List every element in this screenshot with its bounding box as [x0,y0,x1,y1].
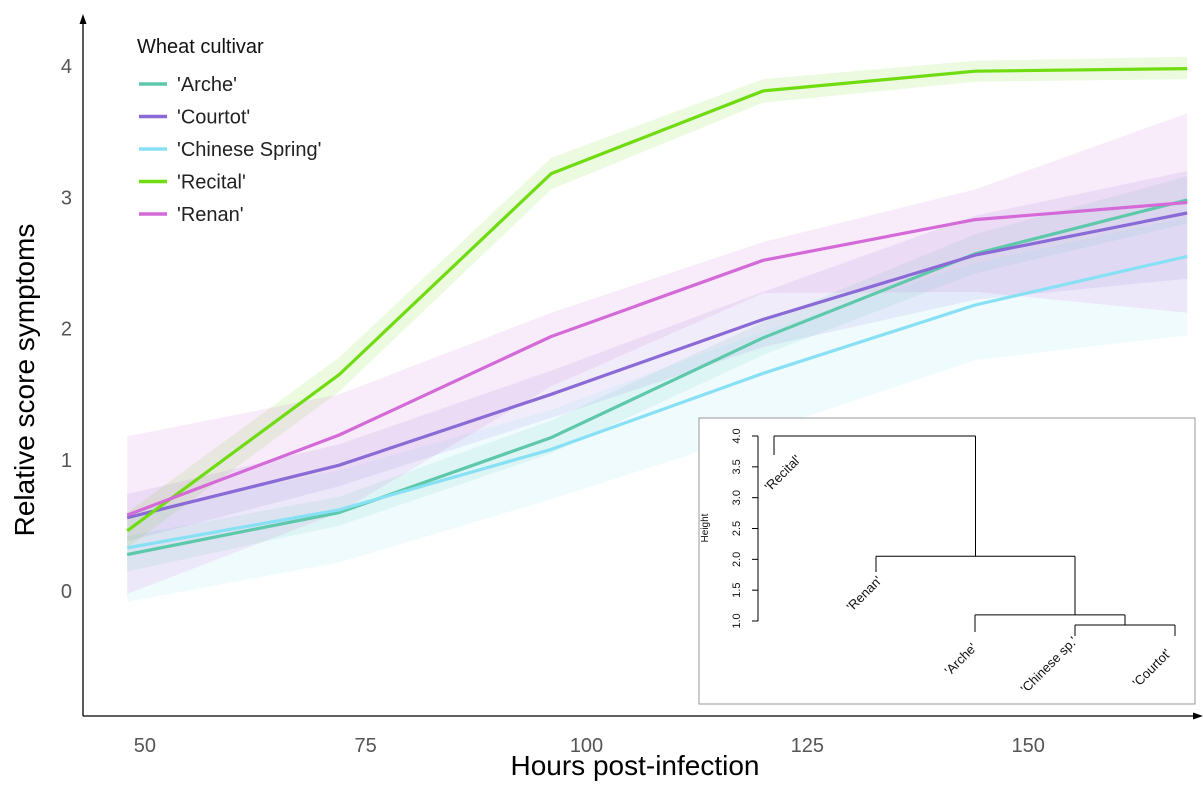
y-tick-label-0: 0 [61,581,72,603]
legend-label-1: 'Courtot' [177,107,250,129]
y-axis-title: Relative score symptoms [9,224,40,537]
x-axis-title: Hours post-infection [510,750,759,781]
series-line-0 [126,198,1188,557]
legend: Wheat cultivar 'Arche' 'Courtot' 'Chinese … [137,36,321,226]
x-tick-label-3: 125 [791,735,824,757]
inset-frame [698,417,1196,705]
series-line-3 [126,67,1188,533]
confidence-band-4 [127,113,1188,594]
dendrogram-tree [773,435,1176,636]
dendrogram-tick-label-3: 2.5 [731,521,743,536]
x-tick-labels: 50 75 100 125 150 [134,735,1045,757]
y-tick-label-3: 3 [61,187,72,209]
dendrogram-tick-label-6: 4.0 [731,428,743,443]
dendrogram-tick-label-0: 1.0 [731,613,743,628]
legend-title: Wheat cultivar [137,36,264,58]
x-tick-label-4: 150 [1011,735,1044,757]
dendrogram-inset: 1.01.52.02.53.03.54.0 Height 'Recital''R… [698,417,1196,705]
dendrogram-tick-label-5: 3.5 [731,459,743,474]
series-line-1 [126,211,1188,520]
dendrogram-tick-label-4: 3.0 [731,490,743,505]
y-tick-label-1: 1 [61,450,72,472]
confidence-band-2 [127,217,1188,602]
legend-label-0: 'Arche' [177,74,237,96]
dendrogram-y-ticks: 1.0 1.5 2.0 2.5 3.0 3.5 4.0 [731,428,758,629]
dendrogram-y-axis-title: Height [700,513,711,542]
dendrogram-tick-label-2: 2.0 [731,552,743,567]
series-lines [126,67,1188,557]
dendrogram-tick-label-1: 1.5 [731,583,743,598]
series-line-4 [126,200,1188,517]
y-tick-label-4: 4 [61,56,72,78]
x-tick-label-0: 50 [134,735,156,757]
y-tick-labels: 0 1 2 3 4 [61,56,72,603]
y-axis-arrow [79,14,87,24]
x-tick-label-2: 100 [570,735,603,757]
legend-label-4: 'Renan' [177,204,244,226]
axes [79,14,1203,720]
x-axis-arrow [1193,712,1203,720]
legend-label-2: 'Chinese Spring' [177,139,321,161]
series-line-2 [126,254,1188,550]
y-tick-label-2: 2 [61,319,72,341]
x-tick-label-1: 75 [355,735,377,757]
legend-label-3: 'Recital' [177,172,246,194]
